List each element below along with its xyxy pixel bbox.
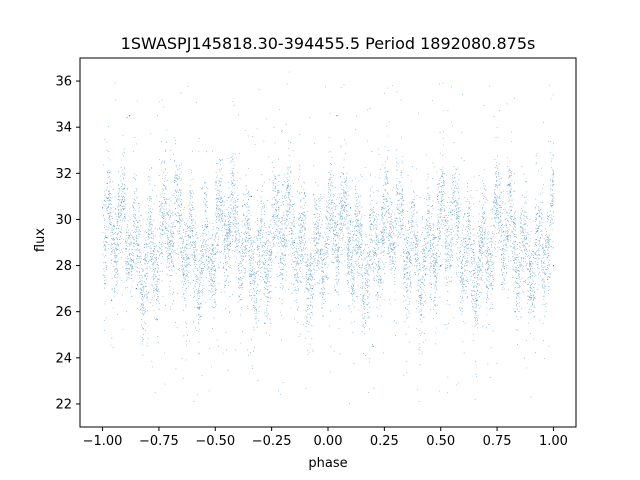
x-tick-label: 0.50: [426, 434, 455, 449]
scatter-point: [250, 195, 252, 197]
scatter-point: [214, 253, 216, 255]
scatter-point: [476, 299, 478, 301]
scatter-point: [129, 115, 131, 117]
chart-title: 1SWASPJ145818.30-394455.5 Period 1892080…: [121, 34, 536, 53]
x-axis: −1.00 −0.75 −0.50 −0.25 0.00 0.25 0.50 0.75 1.00: [83, 427, 568, 449]
x-tick-label: 0.00: [314, 434, 343, 449]
x-tick-label: 0.25: [370, 434, 399, 449]
x-axis-label: phase: [308, 456, 347, 471]
scatter-point: [349, 207, 352, 209]
scatter-point: [264, 322, 266, 324]
scatter-point: [282, 184, 284, 186]
scatter-point: [489, 253, 491, 255]
scatter-point: [111, 299, 113, 301]
y-tick-label: 36: [55, 75, 72, 90]
data-points: [101, 71, 555, 404]
scatter-point: [169, 253, 171, 255]
scatter-point: [293, 241, 295, 244]
y-axis: 22 24 26 28 30 32 34 36: [55, 75, 80, 412]
y-tick-label: 24: [55, 351, 72, 366]
scatter-point: [311, 288, 313, 290]
y-tick-label: 32: [55, 167, 72, 182]
x-tick-label: 0.75: [483, 434, 512, 449]
x-tick-label: 1.00: [539, 434, 568, 449]
scatter-point: [507, 184, 509, 186]
scatter-point: [408, 253, 410, 255]
scatter-point: [537, 230, 539, 232]
scatter-point: [381, 207, 383, 209]
x-tick-label: −1.00: [83, 434, 123, 449]
y-tick-label: 28: [55, 259, 72, 274]
scatter-points-cloud: [102, 71, 555, 404]
y-tick-label: 22: [55, 397, 72, 412]
scatter-point: [135, 288, 137, 290]
scatter-point: [514, 311, 516, 313]
y-tick-label: 30: [55, 213, 72, 228]
scatter-point: [101, 207, 104, 209]
y-tick-label: 26: [55, 305, 72, 320]
y-axis-label: flux: [33, 228, 48, 252]
scatter-point: [192, 230, 194, 232]
x-tick-label: −0.25: [252, 434, 292, 449]
scatter-point: [440, 265, 442, 267]
x-tick-label: −0.50: [195, 434, 235, 449]
scatter-point: [552, 265, 555, 267]
scatter-point: [372, 345, 374, 347]
y-tick-label: 34: [55, 121, 72, 136]
scatter-point: [336, 115, 338, 117]
x-tick-label: −0.75: [139, 434, 179, 449]
